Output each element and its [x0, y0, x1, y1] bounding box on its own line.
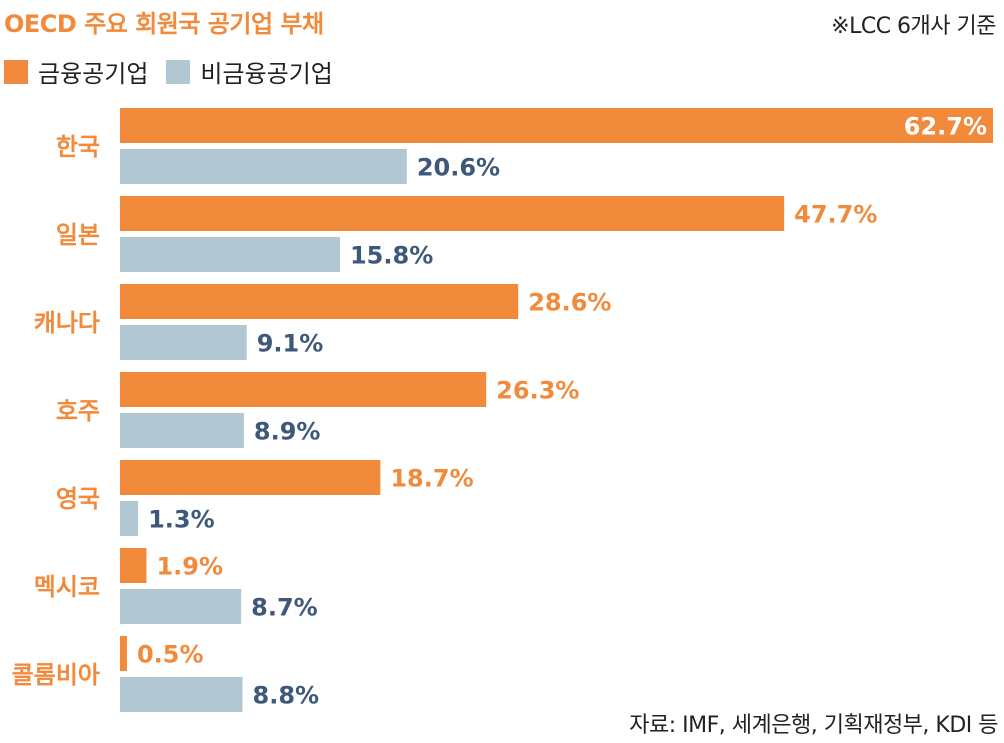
- bar-financial: [120, 636, 127, 671]
- bar-non-financial: [120, 325, 247, 360]
- legend: 금융공기업 비금융공기업: [4, 54, 351, 89]
- category-label: 호주: [56, 397, 100, 425]
- bar-financial: [120, 196, 785, 231]
- source-note: 자료: IMF, 세계은행, 기획재정부, KDI 등: [629, 713, 998, 738]
- bar-financial: [120, 460, 381, 495]
- category-label: 영국: [56, 485, 100, 513]
- legend-swatch-financial: [4, 59, 28, 84]
- bar-financial: [120, 108, 993, 143]
- legend-label-financial: 금융공기업: [38, 60, 149, 88]
- bar-financial: [120, 372, 487, 407]
- bar-non-financial: [120, 677, 243, 712]
- legend-item-non-financial: 비금융공기업: [166, 54, 333, 89]
- category-label: 일본: [56, 221, 100, 249]
- category-label: 한국: [56, 133, 100, 161]
- value-label-financial: 18.7%: [390, 465, 473, 493]
- value-label-non-financial: 1.3%: [148, 506, 215, 534]
- bar-financial: [120, 548, 147, 583]
- legend-swatch-non-financial: [166, 59, 191, 84]
- value-label-non-financial: 15.8%: [350, 242, 433, 270]
- category-label: 멕시코: [34, 573, 100, 601]
- category-label: 캐나다: [34, 309, 100, 337]
- value-label-financial: 28.6%: [528, 289, 611, 317]
- bar-financial: [120, 284, 519, 319]
- chart-title: OECD 주요 회원국 공기업 부채: [4, 10, 324, 38]
- basis-note: ※LCC 6개사 기준: [831, 14, 996, 39]
- value-label-non-financial: 9.1%: [257, 330, 324, 358]
- value-label-financial: 0.5%: [137, 641, 204, 669]
- value-label-non-financial: 8.7%: [251, 594, 318, 622]
- value-label-financial: 26.3%: [496, 377, 579, 405]
- bar-non-financial: [120, 589, 242, 624]
- bar-non-financial: [120, 501, 139, 536]
- value-label-financial: 1.9%: [156, 553, 223, 581]
- bar-non-financial: [120, 237, 340, 272]
- value-label-financial: 62.7%: [904, 113, 987, 141]
- legend-item-financial: 금융공기업: [4, 54, 148, 89]
- bar-non-financial: [120, 413, 244, 448]
- legend-label-non-financial: 비금융공기업: [200, 60, 333, 88]
- category-label: 콜롬비아: [12, 661, 100, 689]
- value-label-non-financial: 20.6%: [417, 154, 500, 182]
- value-label-financial: 47.7%: [794, 201, 877, 229]
- value-label-non-financial: 8.9%: [254, 418, 321, 446]
- bar-non-financial: [120, 149, 407, 184]
- value-label-non-financial: 8.8%: [253, 682, 320, 710]
